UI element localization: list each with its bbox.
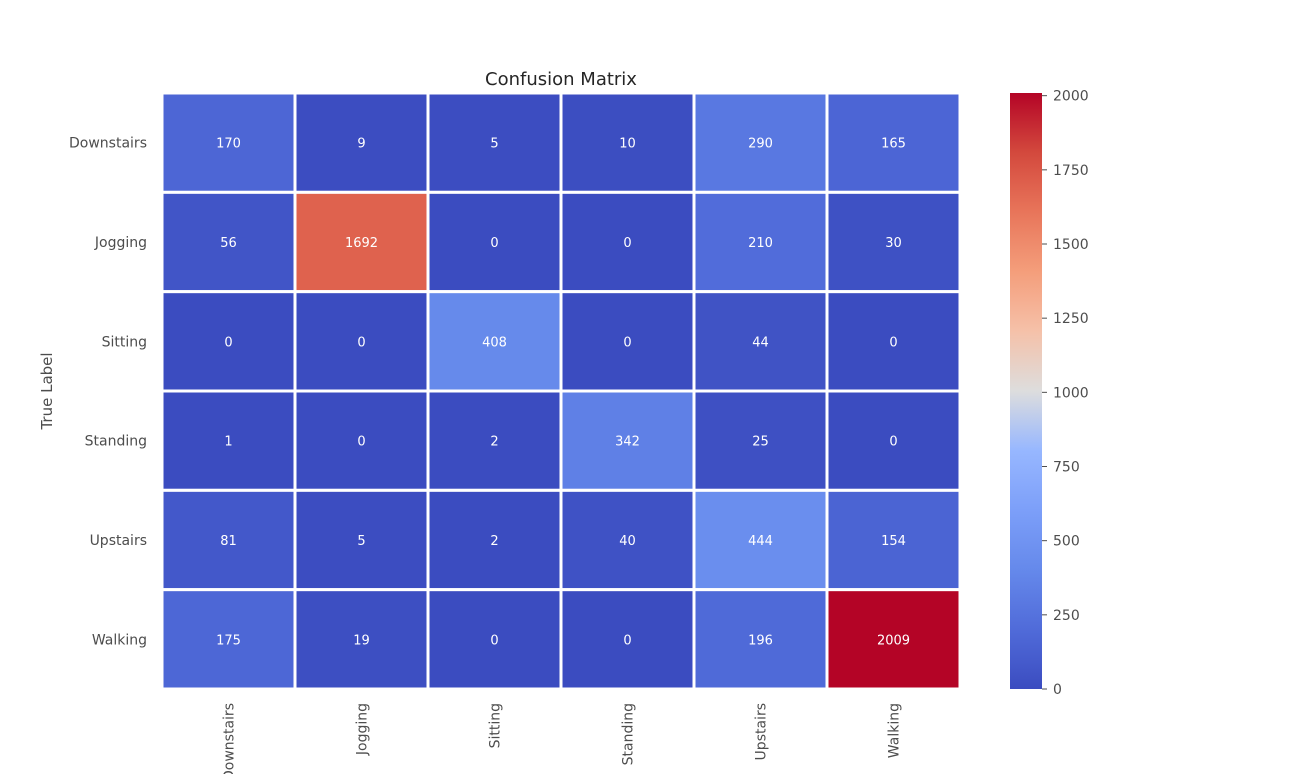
heatmap-cell [692, 488, 829, 592]
row-tick-label: Sitting [102, 334, 147, 350]
cell-value-label: 154 [881, 534, 906, 549]
colorbar-tick-label: 750 [1053, 460, 1080, 476]
cell-value-label: 1692 [345, 236, 378, 251]
heatmap-cell [293, 91, 430, 194]
heatmap-cell [825, 190, 962, 294]
col-tick-label: Jogging [355, 703, 371, 756]
cell-value-label: 175 [216, 633, 241, 648]
cell-value-label: 444 [748, 534, 773, 549]
heatmap-cell [825, 488, 962, 592]
cell-value-label: 0 [623, 236, 631, 251]
cell-value-label: 2009 [877, 633, 910, 648]
heatmap-cell [692, 389, 829, 492]
cell-value-label: 9 [357, 137, 365, 152]
cell-value-label: 165 [881, 137, 906, 152]
heatmap-cell [559, 588, 696, 691]
heatmap-cell [160, 588, 297, 691]
colorbar-tick-label: 500 [1053, 534, 1080, 550]
heatmap-cell [559, 190, 696, 294]
cell-value-label: 0 [224, 335, 232, 350]
heatmap-cell [160, 91, 297, 194]
cell-value-label: 0 [889, 435, 897, 450]
heatmap-cell [293, 290, 430, 393]
cell-value-label: 5 [357, 534, 365, 549]
heatmap-cell [825, 290, 962, 393]
y-axis-label: True Label [38, 352, 56, 430]
cell-value-label: 196 [748, 633, 773, 648]
cell-value-label: 1 [224, 435, 232, 450]
col-tick-labels: Downstairs Jogging Sitting Standing Upstairs… [222, 703, 903, 774]
heatmap-cell [293, 190, 430, 294]
colorbar-tick-label: 1500 [1053, 237, 1089, 253]
colorbar [1010, 93, 1042, 689]
heatmap-cell [559, 389, 696, 492]
colorbar-tick-label: 250 [1053, 608, 1080, 624]
cell-value-label: 210 [748, 236, 773, 251]
cell-value-label: 0 [889, 335, 897, 350]
row-tick-label: Walking [92, 632, 147, 648]
row-tick-label: Jogging [94, 235, 147, 251]
cell-value-label: 5 [490, 137, 498, 152]
cell-value-label: 2 [490, 435, 498, 450]
cell-value-label: 25 [752, 435, 769, 450]
row-tick-label: Standing [85, 434, 147, 450]
colorbar-ticks: 0 250 500 750 1000 1250 1500 1750 2000 [1042, 89, 1089, 698]
colorbar-tick-label: 1750 [1053, 163, 1089, 179]
heatmap-cell [825, 588, 962, 691]
heatmap-cell [825, 91, 962, 194]
cell-value-label: 0 [490, 633, 498, 648]
cell-value-label: 170 [216, 137, 241, 152]
cell-value-label: 342 [615, 435, 640, 450]
heatmap-cell [559, 290, 696, 393]
cell-value-label: 0 [357, 435, 365, 450]
colorbar-tick-label: 0 [1053, 682, 1062, 698]
row-tick-label: Downstairs [69, 136, 147, 152]
cell-value-label: 44 [752, 335, 769, 350]
chart-title: Confusion Matrix [485, 69, 637, 90]
cell-value-label: 0 [490, 236, 498, 251]
col-tick-label: Sitting [488, 703, 504, 748]
col-tick-label: Walking [887, 703, 903, 758]
cell-value-label: 19 [353, 633, 370, 648]
heatmap-cell [692, 588, 829, 691]
cell-value-label: 81 [220, 534, 237, 549]
heatmap-cell [559, 488, 696, 592]
cell-value-label: 0 [623, 633, 631, 648]
row-tick-labels: Downstairs Jogging Sitting Standing Upstairs… [69, 136, 147, 649]
cell-value-label: 56 [220, 236, 237, 251]
colorbar-tick-label: 2000 [1053, 89, 1089, 105]
colorbar-tick-label: 1250 [1053, 311, 1089, 327]
heatmap-cell [426, 389, 563, 492]
heatmap-cell [160, 389, 297, 492]
cell-value-label: 0 [623, 335, 631, 350]
cell-value-label: 2 [490, 534, 498, 549]
col-tick-label: Downstairs [222, 703, 238, 774]
col-tick-label: Standing [621, 703, 637, 765]
heatmap-cell [825, 389, 962, 492]
col-tick-label: Upstairs [754, 703, 770, 760]
cell-value-label: 408 [482, 335, 507, 350]
cell-value-label: 10 [619, 137, 636, 152]
cell-value-label: 40 [619, 534, 636, 549]
cell-value-label: 0 [357, 335, 365, 350]
row-tick-label: Upstairs [90, 533, 147, 549]
colorbar-tick-label: 1000 [1053, 385, 1089, 401]
heatmap-cell [426, 488, 563, 592]
heatmap-cell [293, 389, 430, 492]
cell-value-label: 30 [885, 236, 902, 251]
cell-value-label: 290 [748, 137, 773, 152]
heatmap-cell [692, 290, 829, 393]
